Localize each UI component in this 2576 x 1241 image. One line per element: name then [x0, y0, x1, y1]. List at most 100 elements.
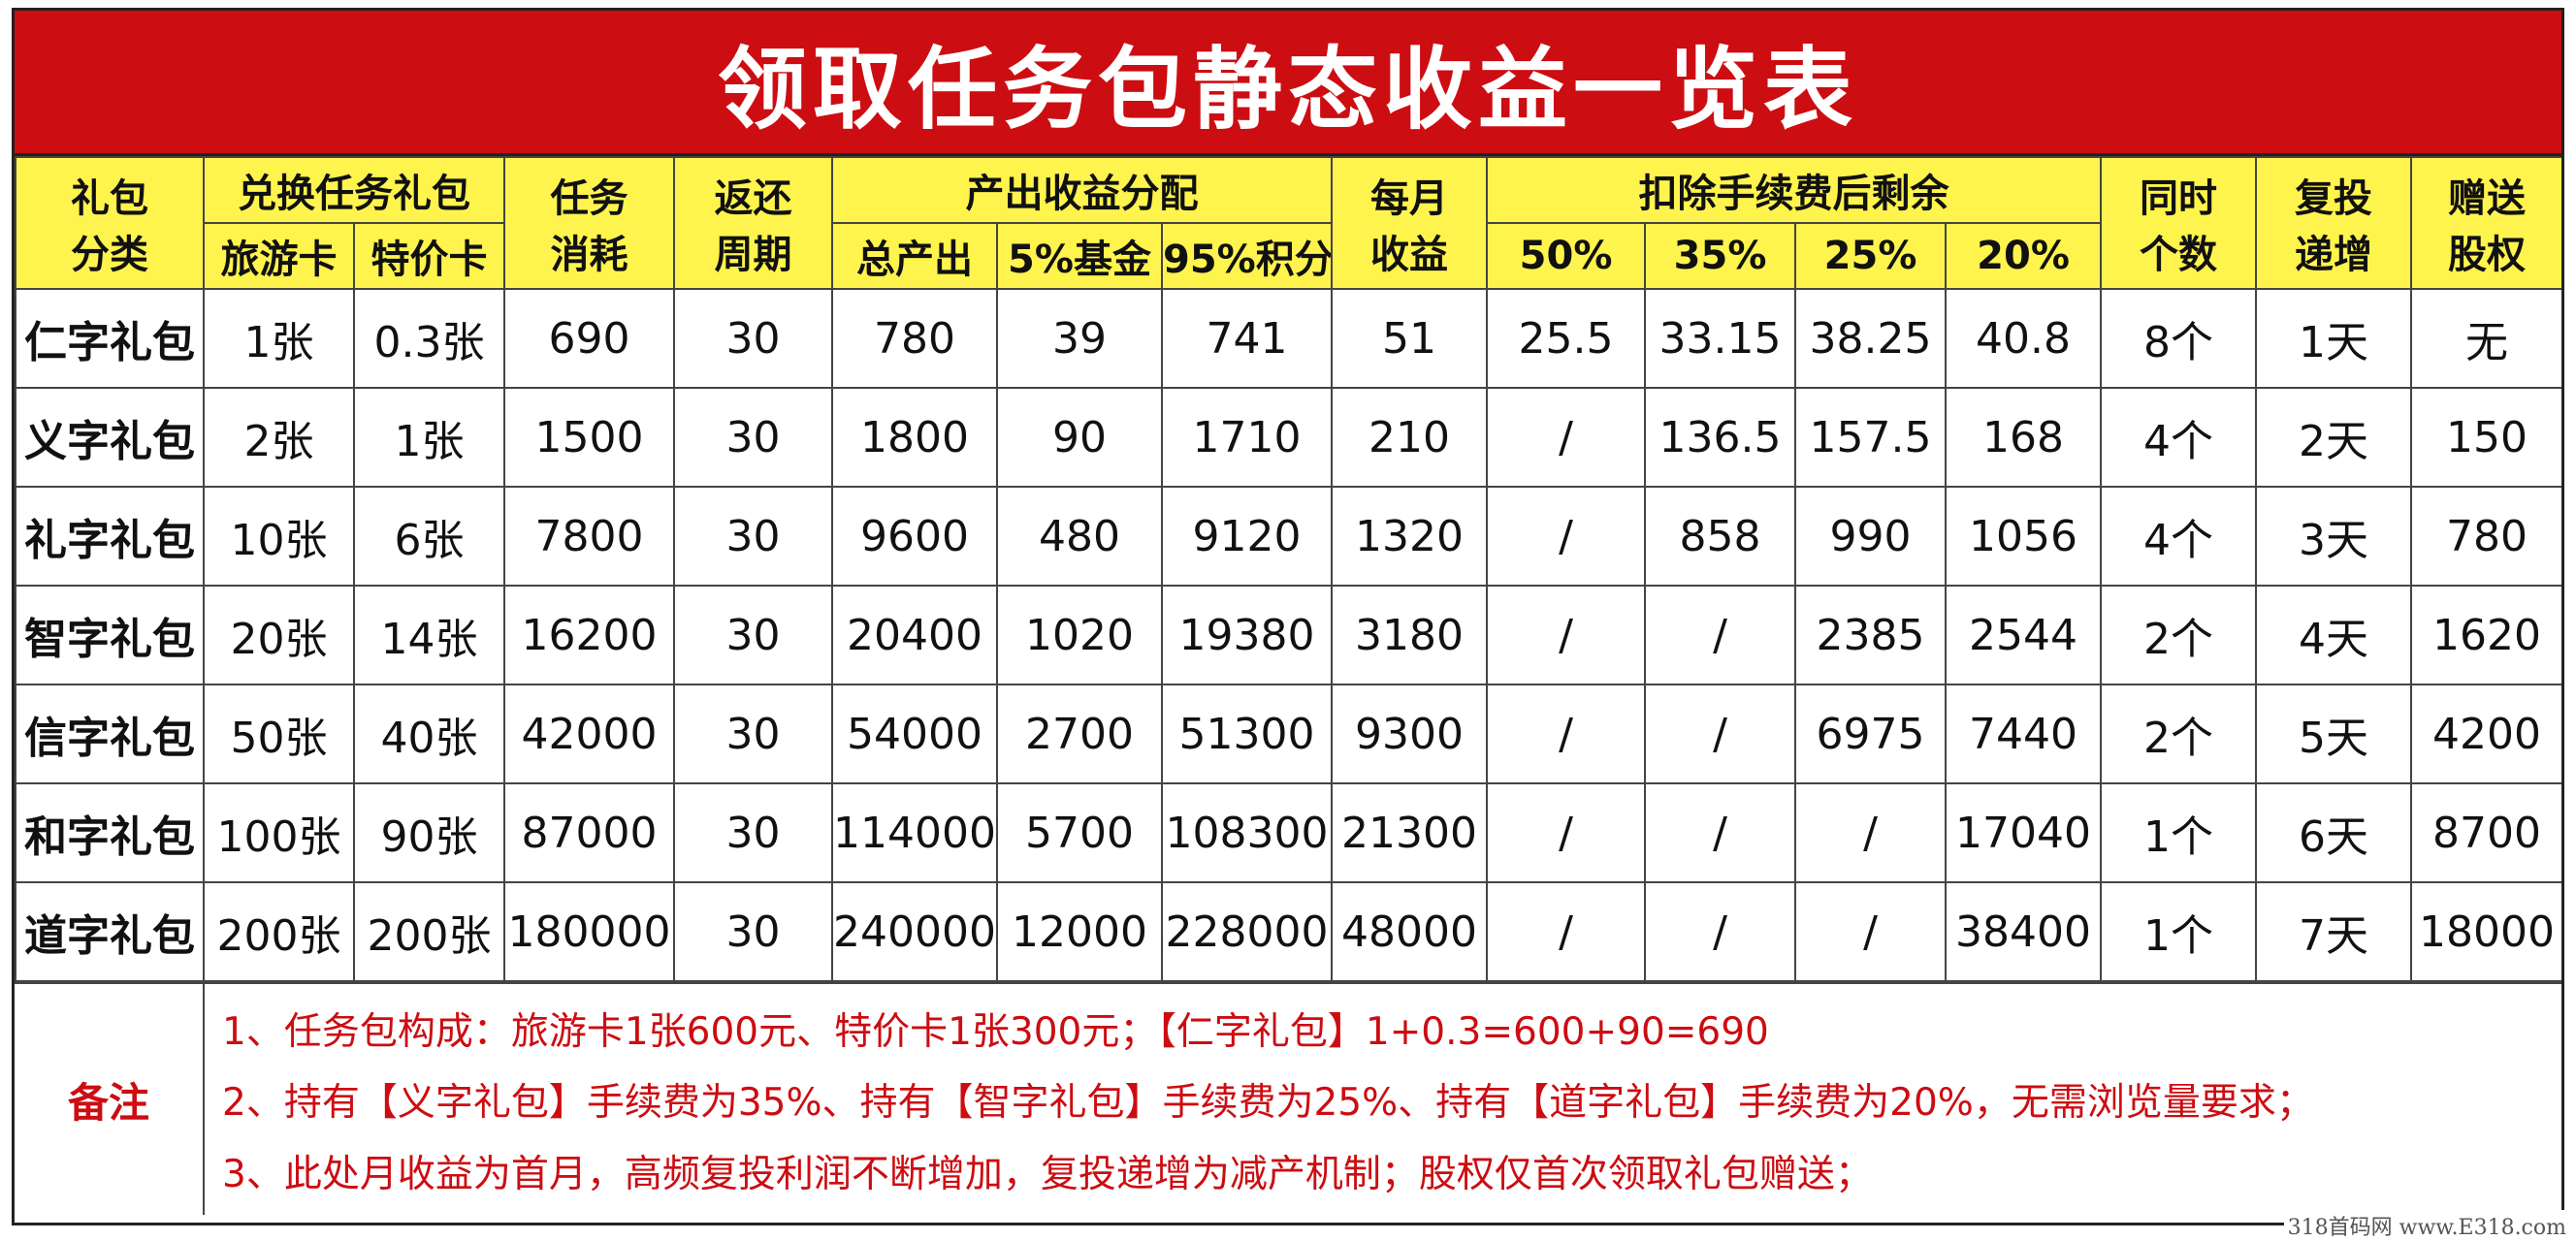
cell-special: 90张: [353, 782, 505, 883]
cell-monthly: 21300: [1331, 782, 1489, 883]
cell-total: 20400: [831, 585, 998, 685]
cell-p35: 136.5: [1644, 387, 1797, 488]
cell-p25: 2385: [1794, 585, 1948, 685]
cell-special: 14张: [353, 585, 505, 685]
cell-p25: 990: [1794, 486, 1948, 587]
header-package-type: 礼包 分类: [15, 156, 205, 290]
header-monthly: 每月 收益: [1331, 156, 1489, 290]
cell-p25: /: [1794, 881, 1948, 982]
row-label: 仁字礼包: [15, 288, 205, 389]
cell-p20: 2544: [1945, 585, 2103, 685]
cell-gift: 150: [2410, 387, 2561, 488]
header-reinvest: 复投 递增: [2255, 156, 2413, 290]
cell-monthly: 51: [1331, 288, 1489, 389]
table-frame: 领取任务包静态收益一览表 礼包 分类 兑换任务礼包 任务 消耗 返还: [12, 8, 2564, 1225]
cell-travel: 1张: [203, 288, 355, 389]
cell-cycle: 30: [673, 782, 833, 883]
cell-cycle: 30: [673, 486, 833, 587]
cell-gift: 780: [2410, 486, 2561, 587]
cell-p25: 6975: [1794, 684, 1948, 784]
cell-task: 180000: [503, 881, 675, 982]
header-return-cycle: 返还 周期: [673, 156, 833, 290]
cell-points: 9120: [1160, 486, 1334, 587]
cell-reinvest: 5天: [2255, 684, 2413, 784]
table-row: 义字礼包 2张 1张 1500 30 1800 90 1710 210/136.5 157.5 16…: [15, 387, 2561, 488]
row-label: 智字礼包: [15, 585, 205, 685]
cell-p50: /: [1486, 684, 1647, 784]
cell-p20: 168: [1945, 387, 2103, 488]
cell-points: 1710: [1160, 387, 1334, 488]
cell-total: 240000: [831, 881, 998, 982]
header-travel-card: 旅游卡: [203, 222, 355, 290]
cell-p35: /: [1644, 585, 1797, 685]
row-label: 礼字礼包: [15, 486, 205, 587]
cell-cycle: 30: [673, 881, 833, 982]
header-row-2: 旅游卡 特价卡 总产出 5%基金 95%积分 50% 35% 25% 20%: [16, 222, 2561, 290]
cell-p20: 17040: [1945, 782, 2103, 883]
page-title: 领取任务包静态收益一览表: [15, 11, 2561, 156]
cell-p20: 1056: [1945, 486, 2103, 587]
cell-fund: 90: [996, 387, 1163, 488]
table-row: 和字礼包 100张 90张 87000 30 114000 5700 108300 21300/…: [15, 782, 2561, 883]
cell-task: 7800: [503, 486, 675, 587]
table-row: 智字礼包 20张 14张 16200 30 20400 1020 19380 3180//238…: [15, 585, 2561, 685]
cell-p25: 157.5: [1794, 387, 1948, 488]
table-row: 信字礼包 50张 40张 42000 30 54000 2700 51300 9300//697…: [15, 684, 2561, 784]
cell-points: 51300: [1160, 684, 1334, 784]
cell-total: 1800: [831, 387, 998, 488]
cell-p50: /: [1486, 486, 1647, 587]
cell-p35: 33.15: [1644, 288, 1797, 389]
cell-reinvest: 7天: [2255, 881, 2413, 982]
cell-cycle: 30: [673, 585, 833, 685]
cell-count: 2个: [2100, 684, 2258, 784]
cell-monthly: 3180: [1331, 585, 1489, 685]
cell-reinvest: 6天: [2255, 782, 2413, 883]
cell-points: 741: [1160, 288, 1334, 389]
cell-cycle: 30: [673, 288, 833, 389]
header-exchange: 兑换任务礼包: [203, 156, 505, 224]
header-special-card: 特价卡: [353, 222, 505, 290]
cell-p20: 40.8: [1945, 288, 2103, 389]
cell-monthly: 1320: [1331, 486, 1489, 587]
cell-gift: 8700: [2410, 782, 2561, 883]
cell-p50: /: [1486, 387, 1647, 488]
cell-task: 690: [503, 288, 675, 389]
table-row: 礼字礼包 10张 6张 7800 30 9600 480 9120 1320/858 990 105…: [15, 486, 2561, 587]
cell-task: 1500: [503, 387, 675, 488]
row-label: 义字礼包: [15, 387, 205, 488]
income-table: 礼包 分类 兑换任务礼包 任务 消耗 返还 周期 产出收益分配 每月 收益 扣除…: [15, 156, 2561, 982]
header-row-1: 礼包 分类 兑换任务礼包 任务 消耗 返还 周期 产出收益分配 每月 收益 扣除…: [15, 156, 2561, 290]
cell-travel: 100张: [203, 782, 355, 883]
cell-reinvest: 1天: [2255, 288, 2413, 389]
header-concurrent: 同时 个数: [2100, 156, 2258, 290]
cell-fund: 2700: [996, 684, 1163, 784]
cell-p25: /: [1794, 782, 1948, 883]
cell-p20: 38400: [1945, 881, 2103, 982]
cell-p35: /: [1644, 782, 1797, 883]
cell-travel: 50张: [203, 684, 355, 784]
cell-count: 4个: [2100, 387, 2258, 488]
cell-total: 780: [831, 288, 998, 389]
cell-p50: /: [1486, 881, 1647, 982]
cell-p25: 38.25: [1794, 288, 1948, 389]
cell-count: 2个: [2100, 585, 2258, 685]
header-output: 产出收益分配: [830, 156, 1334, 224]
cell-p35: /: [1644, 684, 1797, 784]
cell-count: 1个: [2100, 782, 2258, 883]
row-label: 和字礼包: [15, 782, 205, 883]
header-points: 95%积分: [1160, 222, 1334, 290]
header-p20: 20%: [1945, 222, 2103, 290]
note-line-1: 1、任务包构成：旅游卡1张600元、特价卡1张300元；【仁字礼包】1+0.3=…: [222, 1009, 1769, 1054]
header-p25: 25%: [1794, 222, 1948, 290]
cell-points: 108300: [1160, 782, 1334, 883]
cell-p20: 7440: [1945, 684, 2103, 784]
table-row: 道字礼包 200张 200张 180000 30 240000 12000 228000 480…: [15, 881, 2561, 982]
row-label: 道字礼包: [15, 881, 205, 982]
cell-travel: 20张: [203, 585, 355, 685]
notes-section: 备注 1、任务包构成：旅游卡1张600元、特价卡1张300元；【仁字礼包】1+0…: [15, 982, 2561, 1215]
cell-p35: /: [1644, 881, 1797, 982]
cell-fund: 39: [996, 288, 1163, 389]
cell-monthly: 48000: [1331, 881, 1489, 982]
cell-monthly: 210: [1331, 387, 1489, 488]
cell-travel: 10张: [203, 486, 355, 587]
